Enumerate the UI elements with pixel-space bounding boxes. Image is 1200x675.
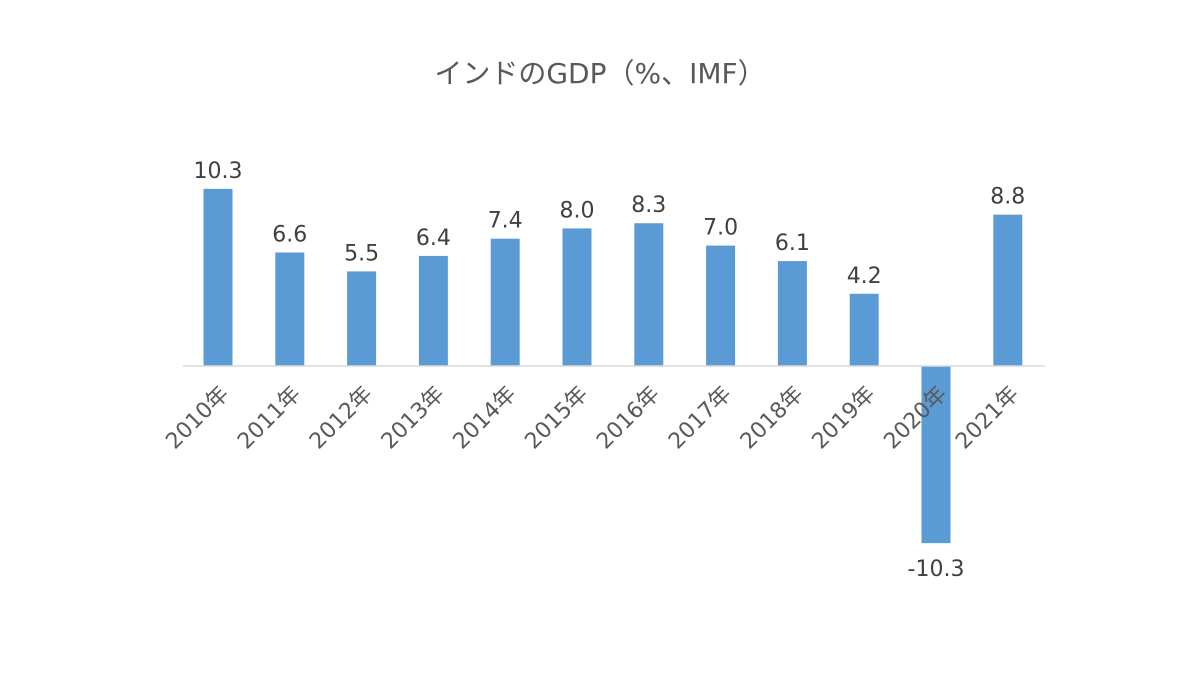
bar-2017年 (706, 245, 736, 366)
x-tick-label: 2016年 (592, 382, 665, 455)
data-label: 4.2 (847, 264, 882, 289)
data-label: 5.5 (344, 241, 379, 266)
data-label: 8.0 (560, 198, 595, 223)
data-label: 10.3 (194, 159, 243, 184)
bar-2011年 (275, 252, 305, 366)
bar-2012年 (347, 271, 377, 366)
data-label: 8.8 (990, 185, 1025, 210)
bar-2019年 (849, 293, 879, 366)
data-label: 6.4 (416, 226, 451, 251)
chart-title: インドのGDP（%、IMF） (434, 57, 766, 90)
x-tick-label: 2015年 (520, 382, 593, 455)
data-label: 7.0 (703, 216, 738, 241)
x-tick-label: 2010年 (161, 382, 234, 455)
data-label: 6.1 (775, 231, 810, 256)
x-tick-label: 2012年 (305, 382, 378, 455)
bar-2016年 (634, 223, 664, 366)
data-label: 8.3 (631, 193, 666, 218)
data-label: 7.4 (488, 209, 523, 234)
bar-2010年 (203, 188, 233, 366)
x-tick-label: 2019年 (808, 382, 881, 455)
data-label: 6.6 (272, 222, 307, 247)
bar-2014年 (490, 238, 520, 366)
x-tick-label: 2021年 (951, 382, 1024, 455)
x-tick-label: 2018年 (736, 382, 809, 455)
x-tick-label: 2017年 (664, 382, 737, 455)
bar-2013年 (418, 255, 448, 366)
bar-2021年 (993, 214, 1023, 366)
x-tick-label: 2014年 (449, 382, 522, 455)
bar-2020年 (921, 366, 951, 544)
x-tick-label: 2013年 (377, 382, 450, 455)
bar-2018年 (777, 261, 807, 366)
data-label: -10.3 (908, 557, 965, 582)
x-tick-label: 2011年 (233, 382, 306, 455)
bar-2015年 (562, 228, 592, 366)
